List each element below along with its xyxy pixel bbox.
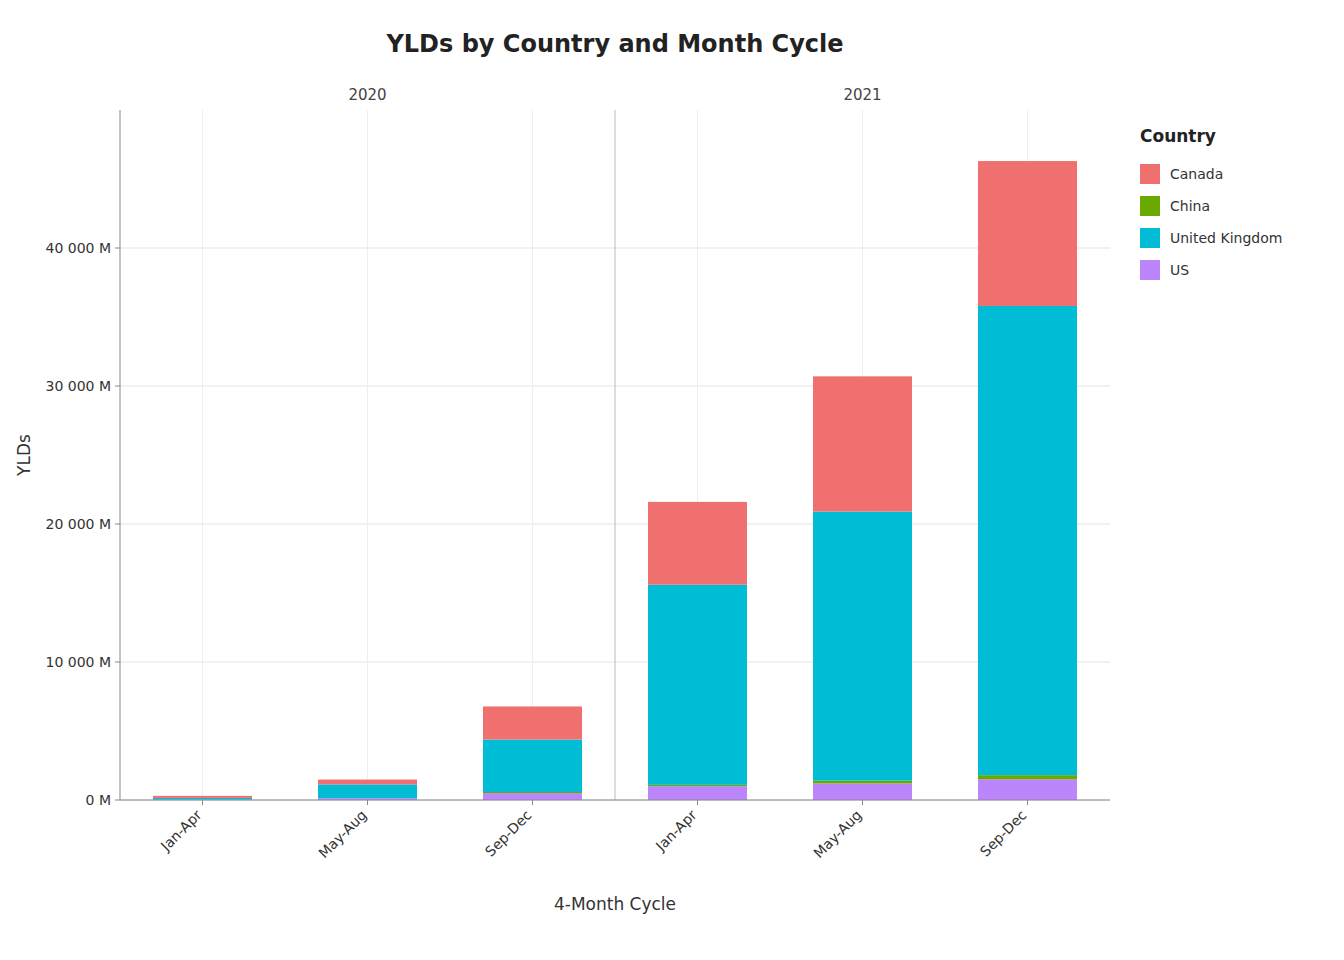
y-tick	[115, 800, 120, 801]
y-tick	[115, 386, 120, 387]
bar-segment	[813, 376, 912, 511]
group-label: 2020	[348, 86, 386, 104]
x-tick-label: Sep-Dec	[977, 807, 1030, 860]
y-tick	[115, 248, 120, 249]
background	[0, 0, 1344, 960]
chart-container: 0 M 10 000 M 20 000 M 30 000 M 40 000 M Jan-A…	[0, 0, 1344, 960]
x-tick-label: May-Aug	[315, 807, 369, 861]
x-axis: Jan-Apr May-Aug Sep-Dec Jan-Apr May-Aug Sep-D…	[157, 800, 1030, 861]
grid-line-x	[367, 110, 368, 800]
y-tick-label: 30 000 M	[45, 378, 111, 394]
bar-segment	[318, 780, 417, 785]
x-tick-label: Sep-Dec	[482, 807, 535, 860]
group-label: 2021	[843, 86, 881, 104]
x-tick	[532, 800, 533, 805]
series-bars	[153, 779, 1077, 800]
bar-segment	[153, 798, 252, 800]
bar-segment	[318, 784, 417, 798]
grid	[120, 110, 1110, 800]
x-tick	[1027, 800, 1028, 805]
grid-line-x	[532, 110, 533, 800]
bar-segment	[483, 793, 582, 800]
chart-svg: 0 M 10 000 M 20 000 M 30 000 M 40 000 M Jan-A…	[0, 0, 1344, 960]
x-tick	[367, 800, 368, 805]
bar-segment	[648, 786, 747, 800]
x-axis-title: 4-Month Cycle	[554, 894, 676, 914]
legend-title: Country	[1140, 126, 1216, 146]
y-tick-label: 10 000 M	[45, 654, 111, 670]
x-axis-line	[120, 800, 1110, 801]
y-tick	[115, 662, 120, 663]
y-tick-label: 40 000 M	[45, 240, 111, 256]
legend-swatch	[1140, 260, 1160, 280]
x-tick	[697, 800, 698, 805]
grid-line-y	[120, 800, 1110, 801]
series-bars	[153, 306, 1077, 800]
x-tick-label: Jan-Apr	[652, 807, 700, 855]
y-axis-line	[120, 110, 121, 800]
y-tick-label: 0 M	[86, 792, 111, 808]
x-tick-label: May-Aug	[810, 807, 864, 861]
bar-segment	[153, 796, 252, 798]
legend: Country Canada China United Kingdom US	[1140, 126, 1282, 280]
y-axis-title: YLDs	[14, 434, 34, 477]
bar-segment	[483, 706, 582, 739]
legend-label: China	[1170, 198, 1210, 214]
group-separator	[615, 110, 616, 800]
legend-label: Canada	[1170, 166, 1223, 182]
x-tick	[202, 800, 203, 805]
x-tick	[862, 800, 863, 805]
legend-swatch	[1140, 164, 1160, 184]
bar-segment	[648, 585, 747, 785]
legend-label: United Kingdom	[1170, 230, 1282, 246]
y-tick	[115, 524, 120, 525]
legend-label: US	[1170, 262, 1189, 278]
bar-segment	[648, 785, 747, 786]
bar-segment	[978, 161, 1077, 306]
bars	[153, 161, 1077, 800]
bar-segment	[813, 512, 912, 781]
bar-segment	[978, 306, 1077, 775]
grid-line-x	[202, 110, 203, 800]
legend-swatch	[1140, 196, 1160, 216]
series-bars	[153, 161, 1077, 798]
bar-segment	[483, 740, 582, 792]
chart-title: YLDs by Country and Month Cycle	[385, 30, 843, 58]
y-axis: 0 M 10 000 M 20 000 M 30 000 M 40 000 M	[45, 240, 120, 808]
bar-segment	[813, 781, 912, 784]
bar-segment	[813, 783, 912, 800]
bar-segment	[483, 792, 582, 793]
x-tick-label: Jan-Apr	[157, 807, 205, 855]
y-tick-label: 20 000 M	[45, 516, 111, 532]
bar-segment	[978, 779, 1077, 800]
bar-segment	[648, 502, 747, 585]
legend-swatch	[1140, 228, 1160, 248]
bar-segment	[978, 775, 1077, 779]
